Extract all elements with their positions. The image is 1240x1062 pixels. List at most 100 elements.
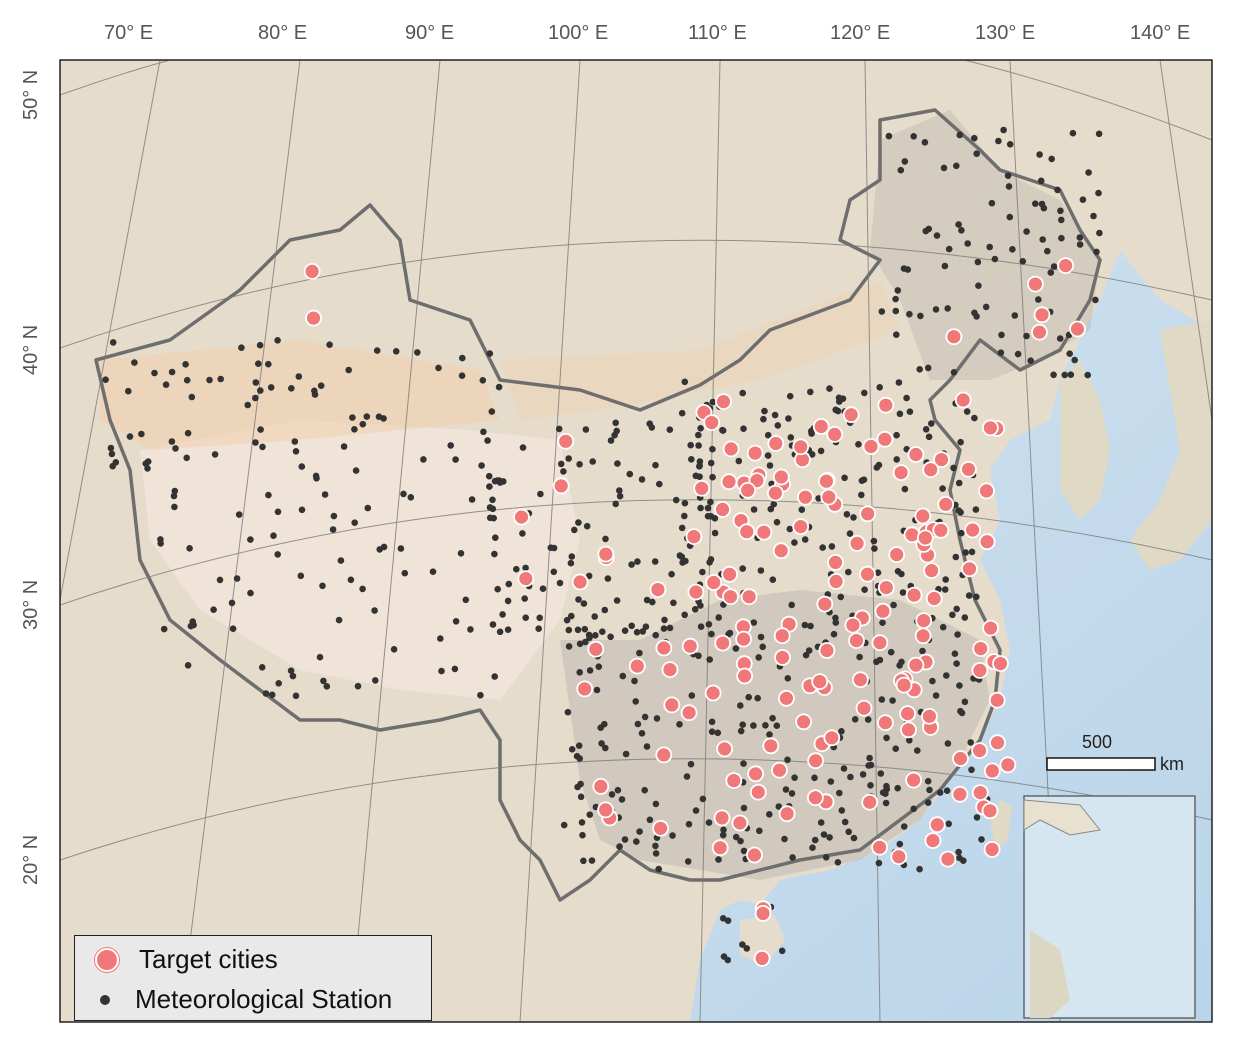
target-city-marker bbox=[716, 740, 733, 758]
station-marker bbox=[766, 462, 774, 469]
station-marker bbox=[784, 675, 792, 682]
station-marker bbox=[407, 494, 415, 501]
station-marker bbox=[757, 567, 765, 574]
target-city-marker bbox=[749, 783, 767, 801]
station-marker bbox=[414, 349, 421, 356]
station-marker bbox=[467, 626, 474, 633]
target-city-marker bbox=[818, 472, 835, 490]
station-marker bbox=[697, 504, 704, 512]
station-marker bbox=[732, 645, 740, 652]
station-marker bbox=[420, 456, 427, 463]
station-marker bbox=[901, 485, 909, 493]
station-marker bbox=[429, 568, 437, 575]
target-city-marker bbox=[663, 696, 681, 714]
station-marker bbox=[724, 956, 732, 964]
target-city-marker bbox=[971, 662, 989, 679]
station-marker bbox=[268, 691, 276, 699]
target-city-marker bbox=[999, 756, 1017, 774]
station-marker bbox=[575, 519, 582, 526]
station-marker bbox=[986, 243, 993, 251]
station-marker bbox=[616, 487, 623, 494]
station-marker bbox=[595, 663, 603, 670]
target-city-marker bbox=[1027, 275, 1044, 293]
station-marker bbox=[681, 611, 688, 619]
station-marker bbox=[778, 947, 786, 955]
target-city-marker bbox=[739, 481, 757, 499]
station-marker bbox=[648, 424, 656, 431]
station-marker bbox=[206, 376, 213, 384]
station-marker bbox=[182, 361, 189, 368]
station-marker bbox=[707, 459, 715, 467]
station-marker bbox=[855, 441, 862, 448]
station-marker bbox=[131, 359, 138, 366]
station-marker bbox=[945, 820, 952, 828]
station-marker bbox=[660, 625, 668, 632]
station-marker bbox=[807, 622, 814, 630]
station-marker bbox=[628, 561, 635, 568]
station-marker bbox=[789, 854, 796, 861]
target-city-marker bbox=[877, 396, 895, 414]
station-marker bbox=[761, 407, 768, 415]
station-marker bbox=[372, 677, 379, 684]
target-city-marker bbox=[747, 765, 764, 783]
station-marker bbox=[743, 945, 751, 952]
station-marker bbox=[914, 747, 921, 754]
target-city-marker bbox=[852, 671, 869, 689]
station-marker bbox=[632, 698, 639, 705]
station-marker bbox=[321, 491, 329, 498]
station-marker bbox=[564, 708, 572, 716]
station-marker bbox=[735, 457, 743, 465]
station-marker bbox=[459, 354, 466, 362]
station-marker bbox=[216, 576, 224, 584]
target-city-marker bbox=[571, 573, 589, 591]
station-marker bbox=[845, 568, 852, 576]
station-marker bbox=[1019, 258, 1027, 265]
station-marker bbox=[764, 452, 772, 459]
station-marker bbox=[1084, 371, 1091, 379]
station-marker bbox=[739, 721, 746, 728]
station-marker bbox=[228, 599, 236, 607]
station-marker bbox=[557, 460, 565, 468]
station-marker bbox=[706, 559, 713, 566]
station-marker bbox=[580, 600, 588, 607]
target-city-marker bbox=[842, 406, 860, 424]
station-marker bbox=[843, 511, 851, 518]
station-marker bbox=[1044, 247, 1051, 255]
target-city-marker bbox=[772, 542, 790, 560]
target-city-marker-icon bbox=[95, 947, 119, 972]
station-marker bbox=[495, 477, 503, 484]
station-marker bbox=[997, 349, 1005, 357]
station-marker bbox=[957, 438, 964, 446]
station-marker bbox=[896, 840, 904, 848]
target-city-marker bbox=[587, 640, 605, 658]
station-marker bbox=[968, 548, 976, 556]
station-marker bbox=[582, 638, 589, 646]
station-marker bbox=[1079, 196, 1087, 203]
station-marker bbox=[1067, 371, 1075, 379]
station-marker bbox=[953, 162, 960, 170]
station-marker bbox=[878, 308, 886, 315]
station-marker bbox=[1076, 234, 1084, 241]
station-marker bbox=[882, 790, 889, 797]
station-marker bbox=[437, 635, 444, 642]
station-marker bbox=[676, 721, 683, 728]
station-marker bbox=[988, 199, 996, 207]
station-marker bbox=[586, 634, 593, 642]
station-marker bbox=[832, 614, 839, 622]
station-marker bbox=[168, 368, 176, 376]
target-city-marker bbox=[705, 574, 723, 591]
station-marker bbox=[788, 790, 796, 797]
station-marker bbox=[685, 820, 693, 828]
station-marker bbox=[802, 651, 810, 659]
station-marker bbox=[878, 696, 886, 703]
station-marker bbox=[480, 428, 487, 436]
station-marker bbox=[504, 626, 512, 633]
station-marker bbox=[1054, 186, 1061, 194]
station-marker bbox=[972, 506, 980, 513]
station-marker bbox=[319, 582, 326, 590]
lon-tick-label: 130° E bbox=[975, 22, 1036, 44]
station-marker bbox=[643, 743, 651, 750]
target-city-marker bbox=[792, 438, 810, 456]
station-marker bbox=[1009, 246, 1016, 253]
station-marker bbox=[739, 565, 746, 572]
